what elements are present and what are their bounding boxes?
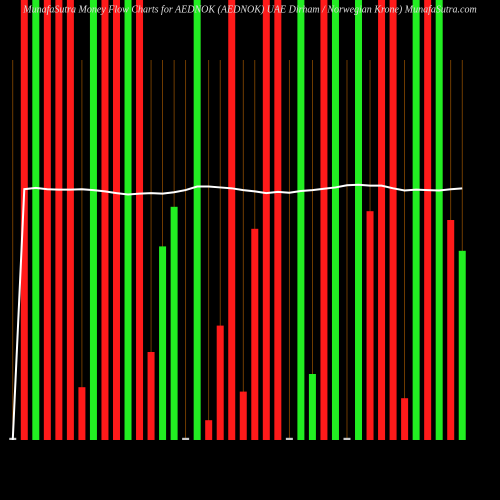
bar bbox=[112, 0, 120, 440]
price-line bbox=[11, 183, 463, 441]
bar bbox=[216, 325, 224, 440]
bar bbox=[297, 0, 305, 440]
bar bbox=[124, 0, 132, 440]
bar bbox=[331, 0, 339, 440]
chart-title: MunafaSutra Money Flow Charts for AEDNOK… bbox=[22, 4, 476, 15]
bar bbox=[458, 250, 466, 440]
bar bbox=[412, 0, 420, 440]
bar bbox=[205, 420, 213, 440]
bar bbox=[262, 0, 270, 440]
bar bbox=[320, 0, 328, 440]
bar bbox=[55, 0, 63, 440]
bar bbox=[170, 206, 178, 440]
bar bbox=[193, 0, 201, 440]
bar bbox=[32, 0, 40, 440]
bar bbox=[435, 0, 443, 440]
bar bbox=[136, 0, 144, 440]
bar bbox=[366, 211, 374, 440]
bar bbox=[78, 387, 86, 440]
bar bbox=[20, 0, 28, 440]
bar bbox=[228, 0, 236, 440]
bar bbox=[355, 0, 363, 440]
bar bbox=[447, 220, 455, 440]
bar bbox=[89, 0, 97, 440]
bar bbox=[159, 246, 167, 440]
bar bbox=[424, 0, 432, 440]
bar bbox=[147, 352, 155, 440]
bar bbox=[378, 0, 386, 440]
bar bbox=[251, 228, 259, 440]
bar bbox=[43, 0, 51, 440]
bar bbox=[101, 0, 109, 440]
bar bbox=[66, 0, 74, 440]
bar bbox=[285, 437, 293, 440]
bar bbox=[401, 398, 409, 440]
bar bbox=[239, 391, 247, 440]
bar bbox=[274, 0, 282, 440]
bar bbox=[308, 374, 316, 440]
bar bbox=[182, 437, 190, 440]
bars bbox=[9, 0, 466, 440]
line-layer bbox=[11, 183, 463, 441]
bar bbox=[389, 0, 397, 440]
bar bbox=[343, 437, 351, 440]
